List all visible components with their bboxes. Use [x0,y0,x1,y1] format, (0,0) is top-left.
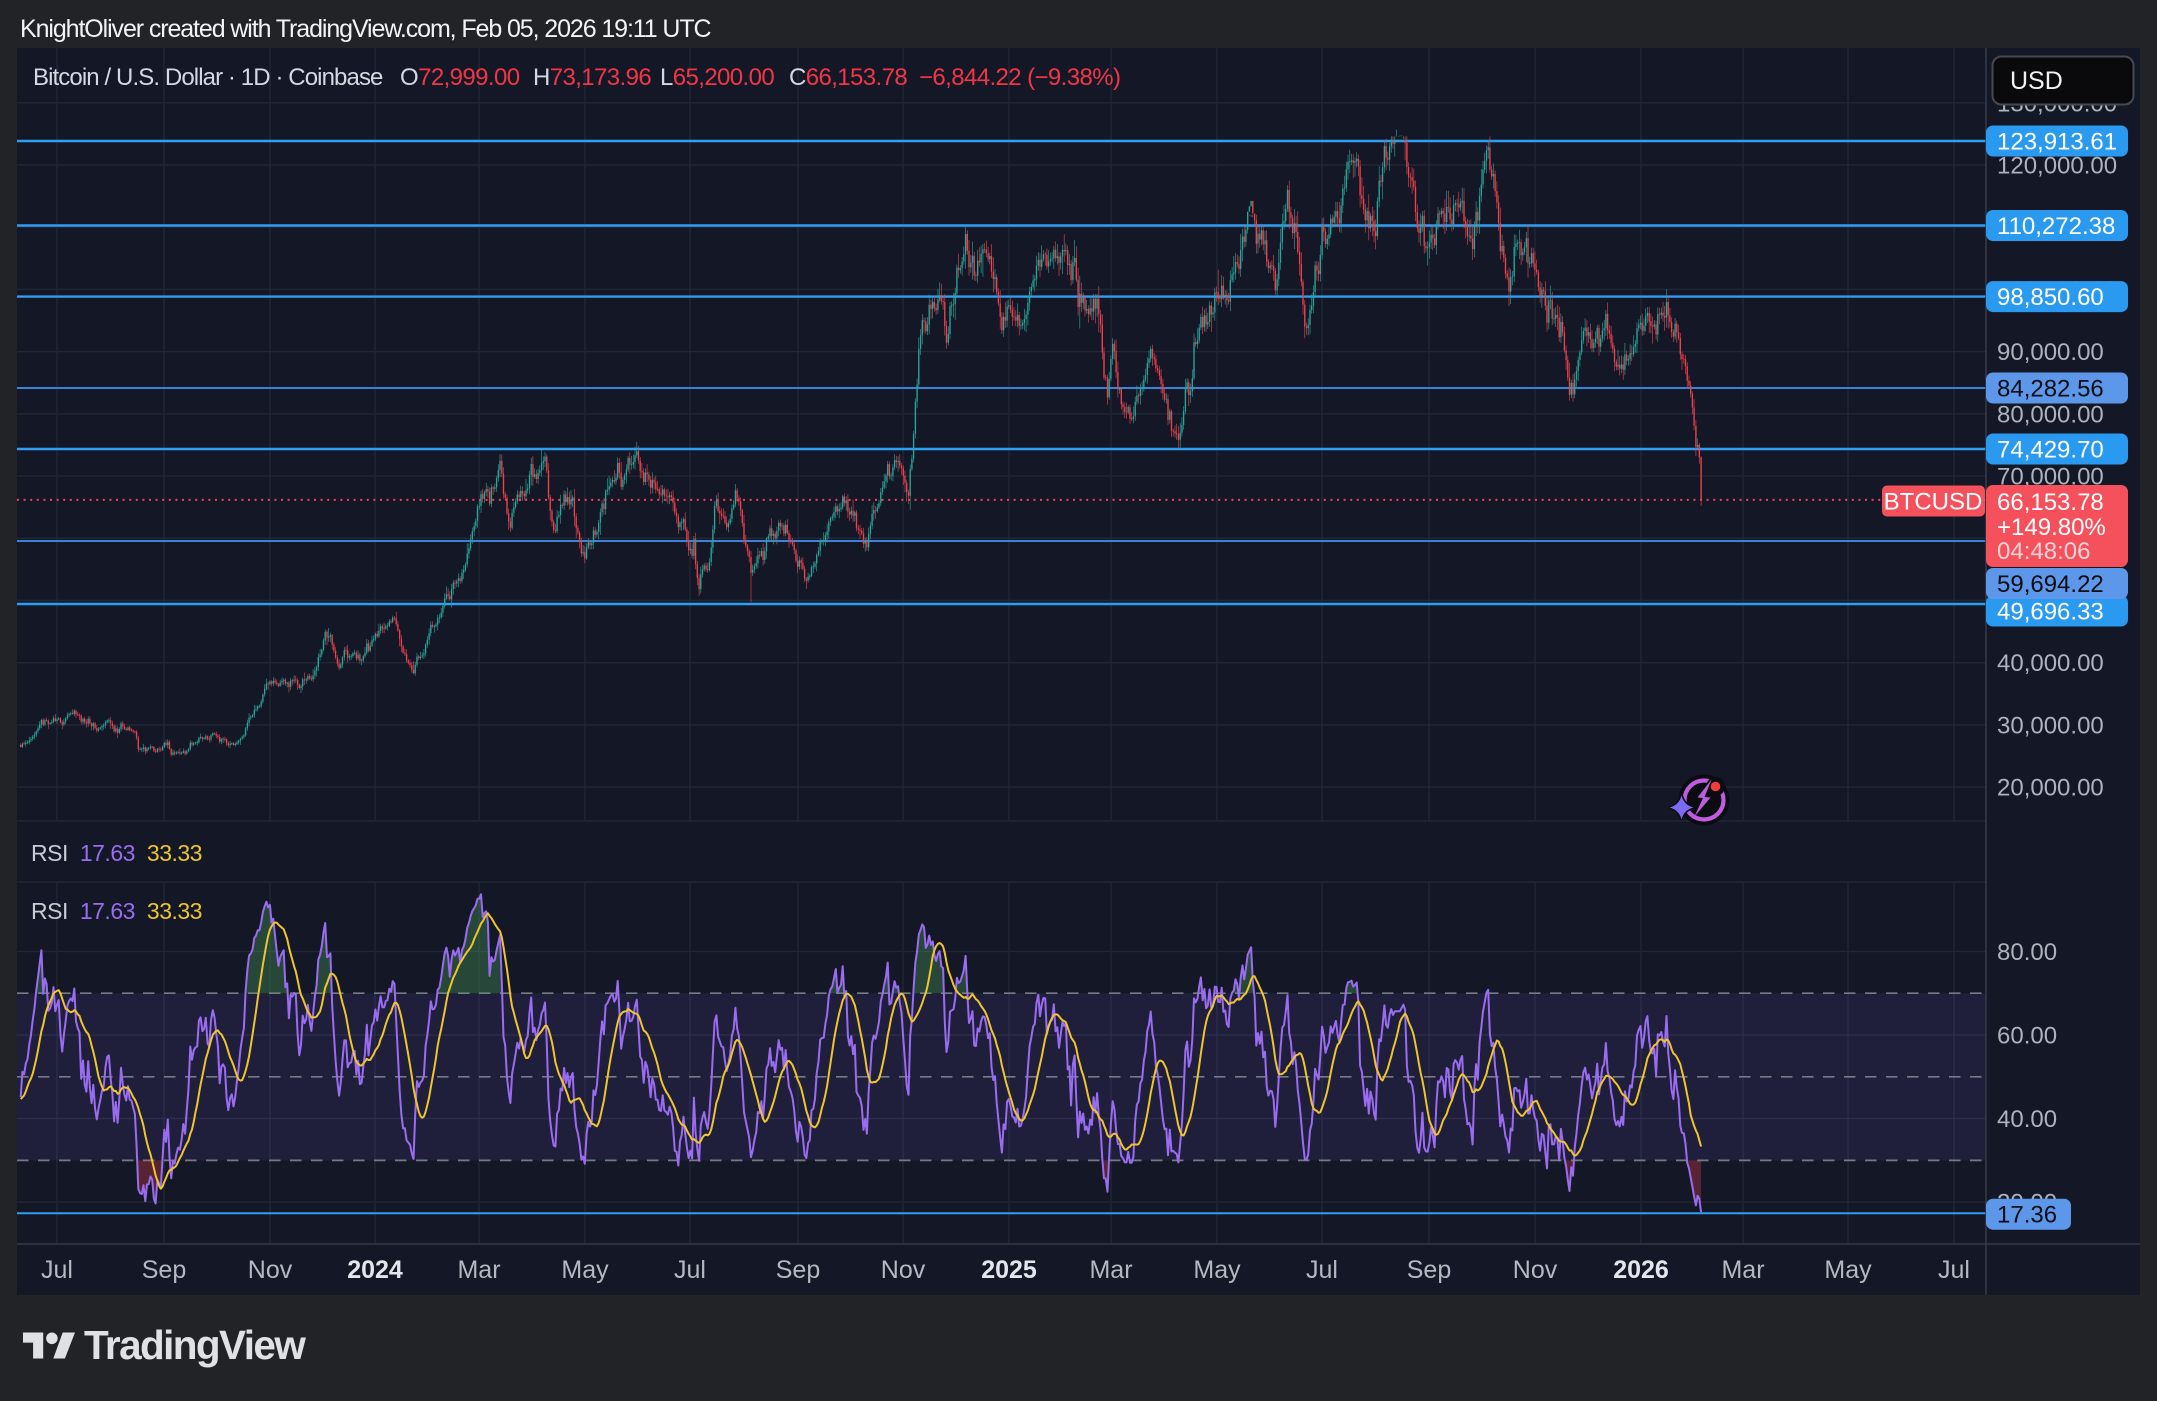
svg-text:40,000.00: 40,000.00 [1997,650,2104,677]
svg-text:120,000.00: 120,000.00 [1997,153,2117,180]
svg-text:60.00: 60.00 [1997,1022,2057,1049]
svg-text:KnightOliver created with Trad: KnightOliver created with TradingView.co… [20,15,712,43]
svg-text:L65,200.00: L65,200.00 [660,64,774,91]
svg-text:123,913.61: 123,913.61 [1997,129,2117,156]
svg-text:Jul: Jul [674,1256,706,1284]
svg-text:2026: 2026 [1613,1256,1669,1284]
svg-text:98,850.60: 98,850.60 [1997,284,2104,311]
svg-text:C66,153.78: C66,153.78 [789,64,907,91]
svg-text:Sep: Sep [776,1256,820,1284]
svg-text:20,000.00: 20,000.00 [1997,775,2104,802]
svg-text:04:48:06: 04:48:06 [1997,538,2090,565]
svg-text:2024: 2024 [347,1256,403,1284]
svg-text:59,694.22: 59,694.22 [1997,571,2104,598]
svg-text:49,696.33: 49,696.33 [1997,599,2104,626]
svg-text:Jul: Jul [41,1256,73,1284]
svg-text:74,429.70: 74,429.70 [1997,437,2104,464]
svg-text:40.00: 40.00 [1997,1106,2057,1133]
svg-text:H73,173.96: H73,173.96 [533,64,651,91]
svg-text:+149.80%: +149.80% [1997,514,2106,541]
svg-text:Bitcoin / U.S. Dollar · 1D · C: Bitcoin / U.S. Dollar · 1D · Coinbase [33,64,383,91]
svg-text:Mar: Mar [1721,1256,1764,1284]
svg-text:Mar: Mar [457,1256,500,1284]
svg-text:−6,844.22 (−9.38%): −6,844.22 (−9.38%) [919,64,1120,91]
svg-text:84,282.56: 84,282.56 [1997,376,2104,403]
svg-text:Nov: Nov [248,1256,293,1284]
svg-text:USD: USD [2010,67,2063,95]
svg-text:Sep: Sep [142,1256,186,1284]
svg-text:May: May [1824,1256,1872,1284]
svg-text:TradingView: TradingView [84,1322,306,1368]
svg-text:90,000.00: 90,000.00 [1997,339,2104,366]
svg-text:Mar: Mar [1089,1256,1132,1284]
svg-text:30,000.00: 30,000.00 [1997,712,2104,739]
svg-text:Sep: Sep [1407,1256,1451,1284]
svg-text:2025: 2025 [981,1256,1037,1284]
svg-text:80.00: 80.00 [1997,939,2057,966]
svg-text:O72,999.00: O72,999.00 [400,64,520,91]
svg-text:110,272.38: 110,272.38 [1997,213,2115,240]
svg-text:May: May [561,1256,609,1284]
svg-text:May: May [1193,1256,1241,1284]
svg-text:Jul: Jul [1938,1256,1970,1284]
svg-text:Jul: Jul [1306,1256,1338,1284]
svg-text:17.36: 17.36 [1997,1202,2057,1229]
svg-text:80,000.00: 80,000.00 [1997,401,2104,428]
svg-text:Nov: Nov [881,1256,926,1284]
svg-text:66,153.78: 66,153.78 [1997,489,2104,516]
svg-text:Nov: Nov [1513,1256,1558,1284]
svg-text:BTCUSD: BTCUSD [1884,489,1983,516]
